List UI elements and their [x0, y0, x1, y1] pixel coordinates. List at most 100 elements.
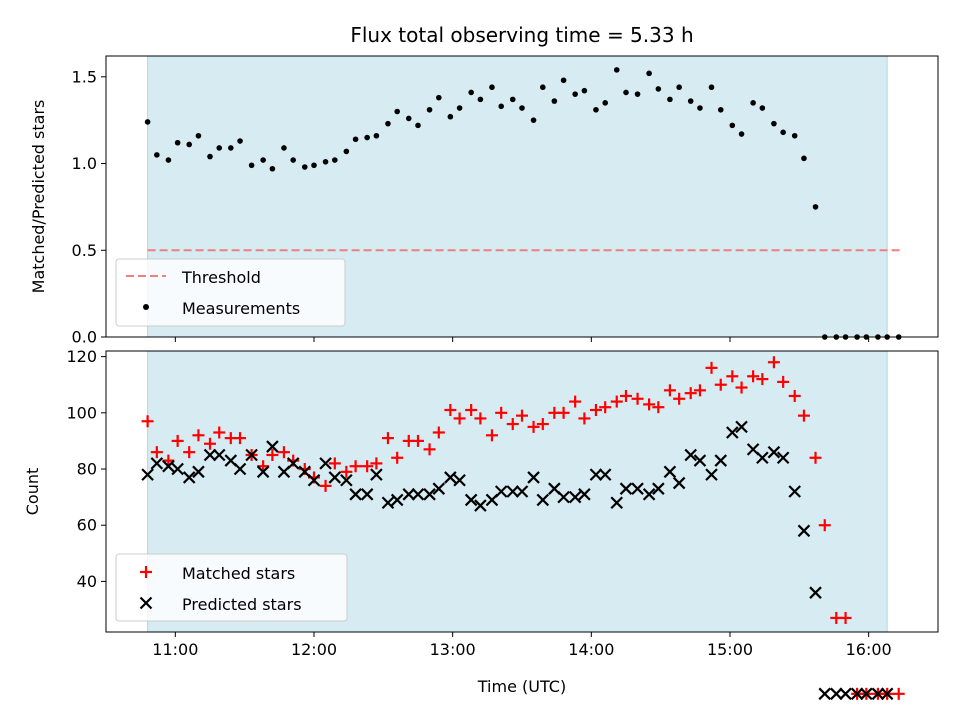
measurement-point: [729, 122, 736, 129]
predicted-star-point: [714, 454, 728, 467]
count-x-tick-label: 14:00: [568, 640, 614, 659]
predicted-star-point: [203, 448, 217, 462]
count-x-ticks: 11:00 12:00 13:00 14:00 15:00 16:00: [152, 632, 892, 659]
predicted-star-point: [578, 488, 591, 501]
chart-title: Flux total observing time = 5.33 h: [350, 23, 693, 47]
measurement-point: [771, 120, 777, 127]
predicted-star-point: [797, 524, 811, 538]
count-y-tick-label: 120: [66, 347, 97, 366]
matched-star-point: [818, 519, 831, 532]
measurement-point: [216, 145, 223, 151]
measurement-point: [468, 89, 474, 96]
measurement-point: [780, 129, 786, 136]
measurement-point: [623, 89, 629, 96]
predicted-star-point: [233, 462, 247, 476]
predicted-star-point: [266, 440, 279, 453]
measurement-point: [708, 84, 715, 91]
predicted-star-point: [735, 420, 748, 434]
measurement-point: [394, 108, 401, 115]
measurement-point: [551, 98, 558, 104]
measurement-point: [519, 105, 525, 111]
predicted-star-point: [245, 448, 258, 462]
measurement-point: [269, 165, 276, 172]
ratio-axes-frame: [105, 55, 939, 338]
measurement-points: [144, 67, 902, 340]
predicted-star-point: [726, 426, 739, 439]
measurement-point: [426, 106, 433, 113]
matched-star-point: [631, 392, 644, 405]
count-y-tick-label: 60: [77, 516, 97, 535]
matched-star-point: [328, 457, 341, 470]
count-y-axis-label: Count: [23, 468, 42, 516]
ratio-y-tick-label: 1.0: [72, 154, 97, 173]
time-x-axis-label: Time (UTC): [477, 677, 566, 696]
matched-star-point: [465, 404, 478, 417]
matched-star-point: [319, 479, 332, 492]
matched-star-point: [370, 457, 383, 470]
count-y-tick-label: 100: [66, 403, 97, 422]
matched-star-point: [150, 446, 163, 459]
matched-star-point: [610, 395, 623, 408]
predicted-star-point: [809, 586, 822, 599]
ratio-legend: Threshold Measurements: [115, 258, 346, 327]
matched-star-point: [705, 361, 718, 374]
measurement-point: [477, 96, 484, 103]
matched-star-point: [361, 460, 374, 473]
measurement-point: [154, 152, 160, 158]
measurement-point: [352, 136, 359, 143]
predicted-star-point: [390, 493, 404, 507]
matched-star-point: [257, 460, 270, 473]
predicted-star-point: [527, 471, 540, 484]
measurement-point: [385, 120, 391, 127]
matched-star-point: [192, 429, 205, 442]
predicted-star-point: [860, 687, 873, 701]
measurement-point: [613, 67, 620, 73]
count-x-tick-label: 12:00: [291, 640, 337, 659]
matched-star-point: [234, 432, 247, 445]
matched-star-point: [693, 384, 706, 397]
measurement-point: [436, 94, 442, 101]
predicted-star-point: [150, 457, 164, 470]
measurement-point: [750, 100, 756, 106]
predicted-star-point: [830, 687, 843, 701]
measurement-point: [364, 134, 370, 141]
measurement-point: [667, 96, 673, 103]
predicted-star-point: [642, 488, 656, 501]
measurement-legend-marker: [143, 304, 149, 310]
measurement-point: [581, 87, 588, 94]
matched-star-point: [536, 418, 549, 431]
measurement-point: [687, 98, 694, 104]
predicted-star-point: [328, 471, 342, 484]
count-axes-frame: [105, 350, 939, 633]
predicted-star-point: [494, 485, 508, 498]
predicted-star-point: [307, 473, 321, 487]
predicted-star-point: [871, 687, 885, 701]
matched-star-point: [516, 409, 528, 422]
matched-star-point: [809, 451, 822, 464]
matched-star-point: [599, 401, 612, 414]
matched-star-point: [620, 389, 632, 402]
matched-star-point: [444, 404, 457, 417]
predicted-star-point: [474, 499, 487, 512]
predicted-star-points: [141, 420, 894, 701]
matched-legend-label: Matched stars: [182, 564, 295, 583]
predicted-star-point: [349, 488, 362, 501]
count-y-tick-label: 40: [77, 572, 97, 591]
count-y-ticks: 40 60 80 100 120: [66, 347, 106, 591]
ratio-x-ticks: [174, 337, 870, 342]
predicted-star-point: [672, 476, 686, 490]
predicted-star-point: [880, 687, 894, 701]
predicted-star-point: [381, 496, 395, 510]
predicted-star-point: [162, 459, 175, 473]
measurement-point: [498, 103, 505, 110]
measurement-point: [174, 139, 181, 146]
matched-star-point: [171, 434, 184, 447]
measurement-point: [415, 122, 421, 129]
matched-star-point: [714, 378, 727, 391]
measurement-point: [676, 84, 682, 91]
predicted-star-point: [693, 454, 707, 467]
count-y-tick-label: 80: [77, 460, 97, 479]
measurement-point: [144, 119, 151, 125]
measurement-point: [759, 105, 766, 111]
measurement-point: [447, 113, 454, 120]
